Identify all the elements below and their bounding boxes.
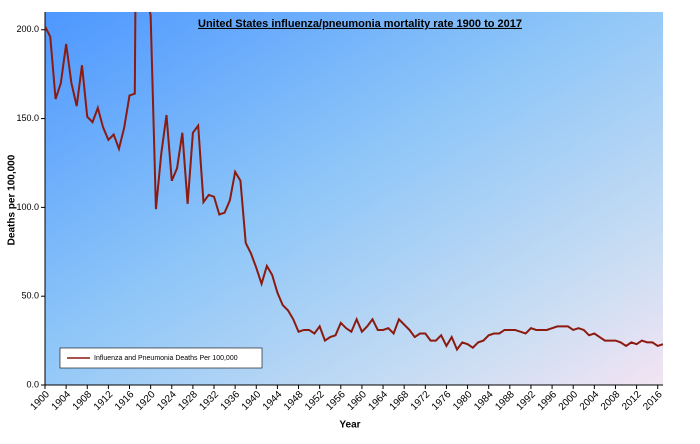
y-axis-title: Deaths per 100,000 — [7, 154, 18, 245]
x-tick-label: 1908 — [71, 389, 95, 413]
x-tick-label: 2004 — [578, 389, 602, 413]
x-tick-label: 1936 — [219, 389, 243, 413]
y-tick-label: 100.0 — [16, 202, 39, 212]
x-tick-label: 1964 — [367, 389, 391, 413]
x-tick-label: 1916 — [113, 389, 137, 413]
x-tick-label: 1900 — [28, 389, 52, 413]
x-tick-label: 1912 — [92, 389, 116, 413]
legend — [59, 347, 263, 369]
chart-title: United States influenza/pneumonia mortal… — [198, 18, 522, 30]
x-tick-label: 1944 — [261, 389, 285, 413]
x-tick-label: 2016 — [641, 389, 665, 413]
x-tick-label: 1996 — [536, 389, 560, 413]
legend-label: Influenza and Pneumonia Deaths Per 100,0… — [94, 355, 238, 362]
series-line — [45, 12, 663, 352]
x-tick-label: 1924 — [155, 389, 179, 413]
x-tick-label: 2012 — [620, 389, 644, 413]
x-tick-label: 1968 — [388, 389, 412, 413]
y-tick-label: 0.0 — [26, 379, 39, 389]
x-tick-label: 1972 — [409, 389, 433, 413]
x-tick-label: 1940 — [240, 389, 264, 413]
x-tick-label: 1952 — [303, 389, 327, 413]
x-tick-label: 1992 — [514, 389, 538, 413]
plot-area — [45, 12, 663, 385]
x-tick-label: 2000 — [557, 389, 581, 413]
x-tick-label: 1988 — [493, 389, 517, 413]
x-tick-label: 1980 — [451, 389, 475, 413]
x-tick-label: 1984 — [472, 389, 496, 413]
x-tick-label: 1904 — [50, 389, 74, 413]
y-tick-label: 50.0 — [21, 291, 39, 301]
x-axis-title: Year — [339, 420, 360, 431]
x-tick-label: 2008 — [599, 389, 623, 413]
x-tick-label: 1928 — [176, 389, 200, 413]
x-tick-label: 1976 — [430, 389, 454, 413]
x-tick-label: 1920 — [134, 389, 158, 413]
x-tick-label: 1960 — [345, 389, 369, 413]
y-tick-label: 150.0 — [16, 113, 39, 123]
x-tick-label: 1932 — [198, 389, 222, 413]
y-tick-label: 200.0 — [16, 24, 39, 34]
x-tick-label: 1956 — [324, 389, 348, 413]
x-tick-label: 1948 — [282, 389, 306, 413]
